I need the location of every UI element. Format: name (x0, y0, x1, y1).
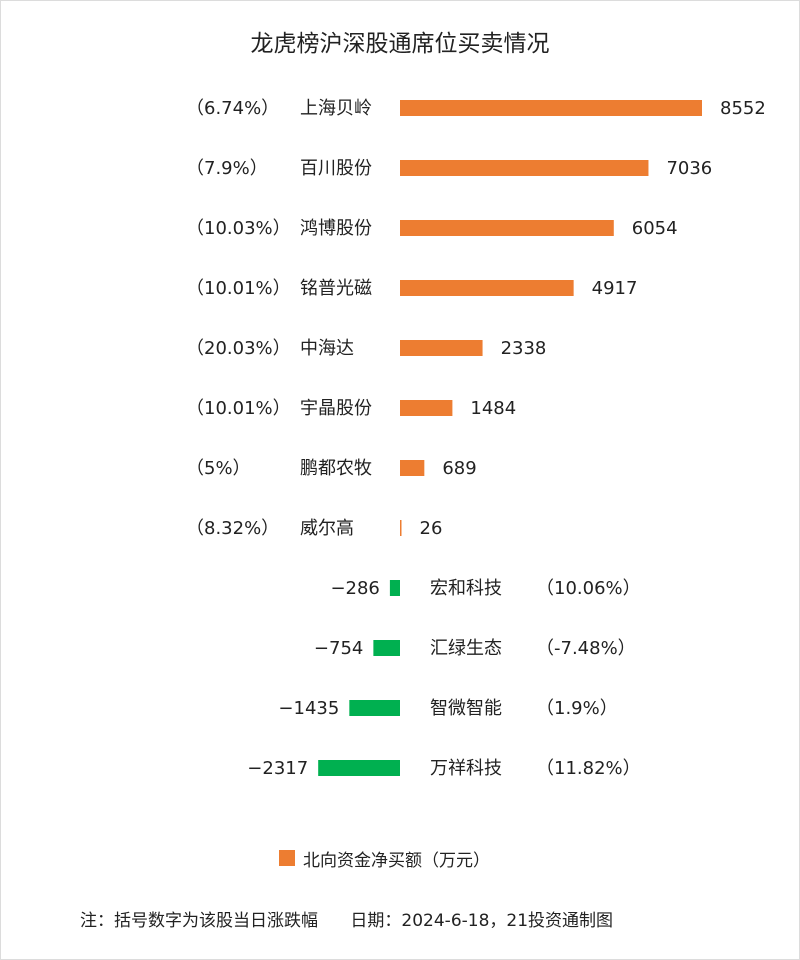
bar-chart-plot: （6.74%） 上海贝岭 8552 （7.9%） 百川股份 7036 （10.03%） 鸿博股… (186, 98, 766, 779)
bar-铭普光磁 (400, 280, 574, 296)
value-label: 26 (420, 518, 443, 539)
bar-宏和科技 (389, 580, 400, 596)
value-label: 1484 (470, 398, 516, 419)
pct-label: （1.9%） (536, 698, 618, 719)
bar-中海达 (400, 340, 483, 356)
bar-鸿博股份 (400, 220, 614, 236)
category-label: 智微智能 (430, 698, 502, 719)
pct-label: （6.74%） (186, 98, 279, 119)
pct-label: （-7.48%） (536, 638, 636, 659)
category-label: 百川股份 (300, 158, 372, 179)
category-label: 中海达 (300, 338, 354, 359)
pct-label: （10.06%） (536, 578, 641, 599)
category-label: 威尔高 (300, 518, 354, 539)
bar-上海贝岭 (400, 100, 702, 116)
pct-label: （20.03%） (186, 338, 291, 359)
bar-智微智能 (349, 700, 400, 716)
value-label: 8552 (720, 98, 766, 119)
value-label: 4917 (592, 278, 638, 299)
category-label: 鸿博股份 (300, 218, 372, 239)
category-label: 上海贝岭 (300, 98, 372, 119)
bar-万祥科技 (318, 760, 400, 776)
value-label: −754 (314, 638, 363, 659)
category-label: 宏和科技 (430, 578, 502, 599)
bar-鹏都农牧 (400, 460, 425, 476)
value-label: −2317 (247, 758, 308, 779)
pct-label: （10.01%） (186, 398, 291, 419)
chart-title: 龙虎榜沪深股通席位买卖情况 (250, 31, 550, 57)
category-label: 万祥科技 (430, 758, 502, 779)
bar-百川股份 (400, 160, 649, 176)
category-label: 鹏都农牧 (300, 458, 372, 479)
legend-swatch (279, 850, 295, 866)
pct-label: （10.01%） (186, 278, 291, 299)
bar-汇绿生态 (373, 640, 400, 656)
category-label: 铭普光磁 (300, 278, 372, 299)
legend-label: 北向资金净买额（万元） (303, 850, 490, 871)
category-label: 汇绿生态 (430, 638, 502, 659)
value-label: 6054 (632, 218, 678, 239)
category-label: 宇晶股份 (300, 398, 372, 419)
value-label: 7036 (666, 158, 712, 179)
bar-宇晶股份 (400, 400, 453, 416)
pct-label: （7.9%） (186, 158, 268, 179)
value-label: 2338 (501, 338, 547, 359)
pct-label: （11.82%） (536, 758, 641, 779)
legend: 北向资金净买额（万元） (279, 847, 490, 871)
pct-label: （5%） (186, 458, 251, 479)
value-label: −286 (330, 578, 379, 599)
pct-label: （8.32%） (186, 518, 279, 539)
bar-威尔高 (400, 520, 402, 536)
pct-label: （10.03%） (186, 218, 291, 239)
value-label: −1435 (278, 698, 339, 719)
value-label: 689 (442, 458, 476, 479)
footnote: 注：括号数字为该股当日涨跌幅 日期：2024-6-18，21投资通制图 (80, 911, 614, 931)
